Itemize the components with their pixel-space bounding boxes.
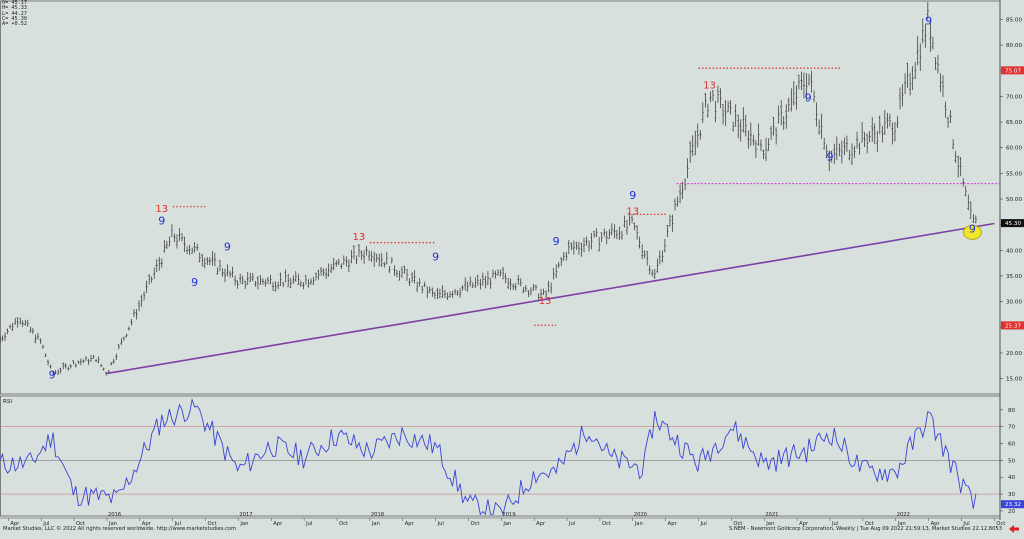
price-ytick-label: 20.00 <box>1006 351 1022 357</box>
x-year-label: 2020 <box>634 512 647 518</box>
x-year-label: 2021 <box>765 512 778 518</box>
x-year-label: 2017 <box>239 512 252 518</box>
price-ytick-label: 60.00 <box>1006 146 1022 152</box>
rsi-ytick-label: 60 <box>1008 442 1016 448</box>
highlight-circle <box>962 224 982 240</box>
setup-count-label: 13 <box>703 81 716 92</box>
x-month-label: Jan <box>765 521 774 527</box>
x-month-label: Oct <box>733 521 742 527</box>
price-ytick-label: 50.00 <box>1006 197 1022 203</box>
setup-count-label: 9 <box>969 222 976 235</box>
price-ytick-label: 15.00 <box>1006 377 1022 383</box>
price-flag-label: 25.37 <box>1005 323 1021 329</box>
x-month-label: Apr <box>142 521 152 527</box>
setup-count-label: 9 <box>191 276 198 289</box>
rsi-ytick-label: 20 <box>1008 509 1016 515</box>
x-month-label: Oct <box>339 521 348 527</box>
ohlc-low: L= 44.27 <box>2 10 27 17</box>
x-month-label: Oct <box>76 521 85 527</box>
price-ytick-label: 35.00 <box>1006 274 1022 280</box>
x-month-label: Jul <box>437 521 444 527</box>
x-month-label: Jan <box>371 521 380 527</box>
rsi-ytick-label: 50 <box>1008 458 1016 464</box>
setup-count-label: 9 <box>49 369 56 382</box>
x-month-label: Jul <box>174 521 181 527</box>
price-ytick-label: 65.00 <box>1006 120 1022 126</box>
setup-count-label: 9 <box>553 235 560 248</box>
setup-count-label: 13 <box>626 206 639 217</box>
setup-count-label: 9 <box>432 251 439 264</box>
x-month-label: Jan <box>502 521 511 527</box>
setup-count-label: 9 <box>826 151 833 164</box>
price-panel-frame <box>0 0 1001 395</box>
x-month-label: Jul <box>700 521 707 527</box>
x-year-label: 2022 <box>897 512 910 518</box>
x-month-label: Jan <box>108 521 117 527</box>
rsi-title: RSI <box>3 399 12 405</box>
price-flag-label: 45.30 <box>1005 221 1021 227</box>
x-month-label: Apr <box>405 521 415 527</box>
setup-count-label: 9 <box>224 240 231 253</box>
price-ytick-label: 70.00 <box>1006 94 1022 100</box>
setup-count-label: 13 <box>539 296 552 307</box>
ohlc-close: C= 45.30 <box>2 15 27 22</box>
x-month-label: Jul <box>831 521 838 527</box>
price-ytick-label: 55.00 <box>1006 171 1022 177</box>
price-ytick-label: 85.00 <box>1006 17 1022 23</box>
ohlc-readout: O= 45.17 H= 45.33 L= 44.27 C= 45.30 A= +… <box>2 0 32 28</box>
price-ytick-label: 40.00 <box>1006 248 1022 254</box>
ohlc-open: O= 45.17 <box>2 0 27 6</box>
setup-count-label: 9 <box>629 189 636 202</box>
x-month-label: Oct <box>470 521 479 527</box>
back-arrow-icon[interactable] <box>1008 524 1020 534</box>
x-month-label: Oct <box>865 521 874 527</box>
x-month-label: Jul <box>962 521 969 527</box>
x-month-label: Jan <box>634 521 643 527</box>
rsi-ytick-label: 70 <box>1008 425 1016 431</box>
setup-count-label: 9 <box>805 92 812 105</box>
price-flag <box>1001 321 1024 330</box>
x-month-label: Jan <box>239 521 248 527</box>
x-month-label: Oct <box>208 521 217 527</box>
x-month-label: Apr <box>799 521 809 527</box>
setup-count-label: 13 <box>155 204 168 215</box>
x-year-label: 2018 <box>371 512 384 518</box>
x-month-label: Apr <box>931 521 941 527</box>
chart-info-footer: S.NEM - Newmont Goldcorp Corporation, We… <box>728 526 1002 532</box>
x-month-label: Jan <box>897 521 906 527</box>
copyright-footer: Market Studies, LLC © 2022 All rights re… <box>3 526 237 532</box>
setup-count-label: 9 <box>925 15 932 28</box>
x-month-label: Apr <box>668 521 678 527</box>
rsi-panel-frame <box>0 395 1001 517</box>
rsi-ytick-label: 40 <box>1008 475 1016 481</box>
x-year-label: 2019 <box>502 512 515 518</box>
x-month-label: Jul <box>305 521 312 527</box>
rsi-current-flag <box>1001 500 1024 509</box>
price-flag-label: 75.07 <box>1005 68 1021 74</box>
ohlc-change: A= +0.52 <box>2 21 27 28</box>
x-month-label: Oct <box>602 521 611 527</box>
x-year-label: 2016 <box>108 512 121 518</box>
price-flag <box>1001 219 1024 228</box>
rsi-line <box>0 397 977 516</box>
x-month-label: Oct <box>996 521 1005 527</box>
price-ytick-label: 80.00 <box>1006 43 1022 49</box>
setup-count-label: 9 <box>158 215 165 228</box>
price-ytick-label: 30.00 <box>1006 300 1022 306</box>
x-month-label: Jul <box>568 521 575 527</box>
rsi-ytick-label: 30 <box>1008 492 1016 498</box>
rsi-current-label: 23.32 <box>1005 502 1021 508</box>
x-month-label: Apr <box>10 521 20 527</box>
rising-trendline <box>106 222 995 375</box>
x-month-label: Jul <box>42 521 49 527</box>
ohlc-high: H= 45.33 <box>2 5 27 12</box>
x-month-label: Apr <box>273 521 283 527</box>
rsi-ytick-label: 80 <box>1008 408 1016 414</box>
setup-count-label: 13 <box>353 232 366 243</box>
price-flag <box>1001 66 1024 75</box>
x-month-label: Apr <box>536 521 546 527</box>
